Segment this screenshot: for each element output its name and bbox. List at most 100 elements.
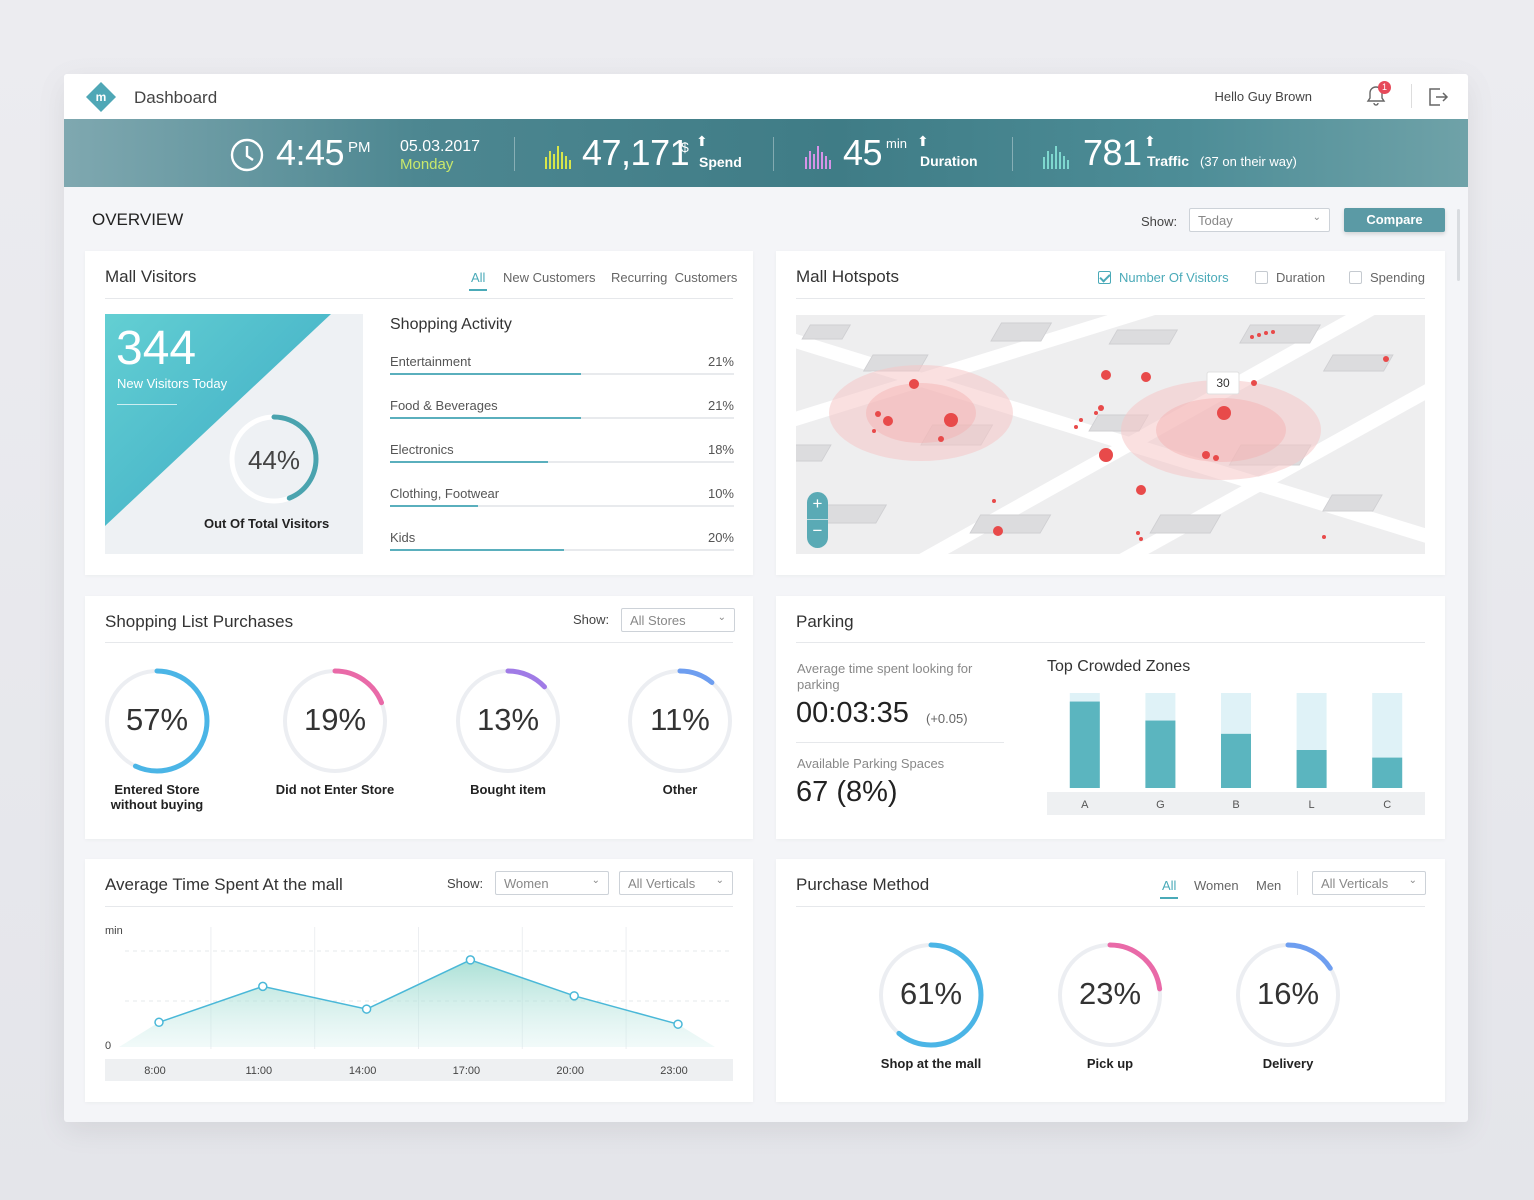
data-point[interactable] [465,955,476,965]
checkbox-checked-icon[interactable] [1098,271,1111,284]
activity-row: Food & Beverages 21% [390,398,734,419]
data-point[interactable] [673,1019,683,1029]
checkbox-icon[interactable] [1349,271,1362,284]
avg-time-area-chart: min 0 8:00 11:00 14:00 17:00 20:00 23:00 [105,925,733,1081]
gender-select[interactable]: Women ⌄ [495,871,609,895]
parking-spaces-label: Available Parking Spaces [797,756,945,771]
svg-text:m: m [96,90,107,104]
tab-recurring-customers[interactable]: Recurring Customers [611,270,738,285]
tab-women[interactable]: Women [1194,878,1239,893]
traffic-bars-icon [1043,146,1069,169]
visitor-share-label: Out Of Total Visitors [204,516,330,531]
gauge-value: 13% [476,702,540,737]
activity-label: Kids [390,530,416,545]
zoom-in-button[interactable]: + [812,494,823,513]
percentage-gauge: 19% Did not Enter Store [276,667,394,835]
x-tick-label: 20:00 [556,1065,584,1077]
gauge-ring [878,942,984,1048]
zone-tick-label: A [1081,799,1089,811]
activity-row: Entertainment 21% [390,354,734,375]
avg-parking-time-delta: (+0.05) [926,711,968,726]
spend-currency: $ [681,139,689,155]
activity-row: Electronics 18% [390,442,734,463]
filter-spending[interactable]: Spending [1349,270,1425,285]
percentage-gauge: 23% Pick up [1056,941,1164,1109]
logo-icon[interactable]: m [86,82,116,112]
vertical-select[interactable]: All Verticals ⌄ [619,871,733,895]
hotspot-map[interactable]: 30 [796,315,1425,554]
data-point[interactable] [361,1004,372,1014]
activity-fill [390,549,565,551]
avg-parking-time-label: Average time spent looking for parking [797,661,973,692]
data-point[interactable] [154,1017,164,1028]
vertical-select[interactable]: All Verticals ⌄ [1312,871,1426,895]
tab-men[interactable]: Men [1256,878,1282,893]
activity-track [390,461,734,463]
activity-pct: 21% [707,398,734,413]
store-select[interactable]: All Stores ⌄ [621,608,735,632]
notification-badge: 1 [1378,81,1391,94]
arrow-up-icon: ⬆ [1144,133,1156,149]
compare-button[interactable]: Compare [1344,208,1445,232]
chevron-down-icon: ⌄ [1408,875,1417,886]
activity-label: Clothing, Footwear [390,486,500,501]
spend-label: Spend [699,154,742,170]
store-select-value: All Stores [630,613,686,628]
divider [1411,84,1412,108]
gauge-arc [1057,942,1163,1048]
zone-bar[interactable] [1069,701,1100,788]
visitor-share-ring [229,414,319,504]
activity-fill [390,417,581,419]
zone-bar[interactable] [1296,750,1327,788]
divider [796,642,1425,643]
filter-number-of-visitors[interactable]: Number Of Visitors [1098,270,1229,285]
zone-bar[interactable] [1145,720,1176,788]
clock-icon [230,138,264,172]
user-greeting[interactable]: Hello Guy Brown [1214,89,1312,104]
duration-unit: min [886,136,907,151]
tab-all[interactable]: All [1159,878,1179,899]
data-point[interactable] [569,991,579,1001]
mall-visitors-card: Mall Visitors All New Customers Recurrin… [85,251,753,575]
filter-label: Duration [1276,270,1326,285]
zone-bar[interactable] [1372,757,1403,788]
activity-row: Kids 20% [390,530,734,551]
activity-label: Electronics [390,442,454,457]
series-line [158,959,679,1025]
activity-pct: 21% [707,354,734,369]
logout-icon[interactable] [1426,85,1450,109]
tab-all[interactable]: All [468,270,488,291]
gauge-value: 61% [899,976,963,1011]
duration-bars-icon [805,146,831,169]
vertical-select-value: All Verticals [628,876,696,891]
activity-row: Clothing, Footwear 10% [390,486,734,507]
data-point[interactable] [258,981,268,992]
percentage-gauge: 13% Bought item [454,667,562,835]
avg-time-card: Average Time Spent At the mall Show: Wom… [85,859,753,1102]
activity-fill [390,505,478,507]
x-axis-band [1047,792,1425,815]
zoom-out-button[interactable]: − [812,521,823,540]
new-visitors-count: 344 [116,322,197,375]
divider [117,404,177,405]
percentage-gauge: 61% Shop at the mall [877,941,985,1109]
period-select[interactable]: Today ⌄ [1189,208,1330,232]
scrollbar[interactable] [1457,209,1460,281]
traffic-value: 781 [1083,132,1142,173]
zone-tick-label: B [1232,799,1239,811]
overview-title: OVERVIEW [92,210,184,229]
activity-pct: 20% [707,530,734,545]
zone-bar[interactable] [1221,733,1251,788]
divider [773,137,774,171]
x-tick-label: 23:00 [660,1065,688,1077]
gauge-label: Pick up [1086,1056,1134,1071]
activity-track [390,373,734,375]
tab-new-customers[interactable]: New Customers [503,270,596,285]
filter-duration[interactable]: Duration [1255,270,1325,285]
gauge-arc [104,668,210,774]
purchase-method-card: Purchase Method All Women Men All Vertic… [776,859,1445,1102]
gauge-ring [104,668,210,774]
checkbox-icon[interactable] [1255,271,1268,284]
card-title: Mall Visitors [105,267,197,286]
gauge-label: Did not Enter Store [275,782,395,797]
